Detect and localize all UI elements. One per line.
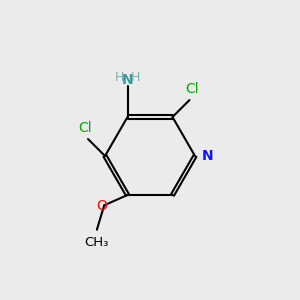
Text: CH₃: CH₃ [85, 236, 109, 249]
Text: Cl: Cl [186, 82, 199, 96]
Text: N: N [202, 149, 213, 163]
Text: N: N [122, 73, 133, 86]
Text: Cl: Cl [78, 121, 92, 134]
Text: O: O [96, 199, 106, 213]
Text: H: H [114, 70, 124, 84]
Text: H: H [131, 70, 141, 84]
